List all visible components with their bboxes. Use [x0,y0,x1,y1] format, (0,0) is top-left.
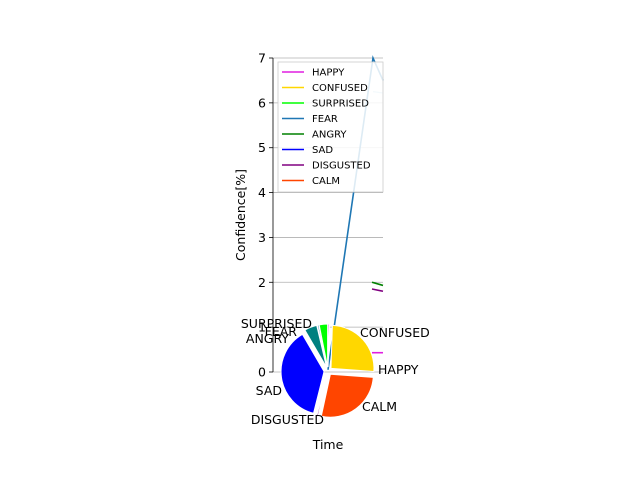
pie-label-disgusted: DISGUSTED [251,412,324,427]
pie-slice-calm [320,373,374,418]
pie-slice-confused [330,324,375,373]
y-tick-label: 5 [258,140,266,155]
pie-slice-sad [280,333,325,414]
y-tick-label: 2 [258,275,266,290]
y-tick-label: 0 [258,365,266,380]
legend-label-confused: CONFUSED [312,83,368,94]
pie-slice-disgusted [315,374,328,418]
legend-label-happy: HAPPY [312,68,345,79]
legend-label-disgusted: DISGUSTED [312,161,371,172]
pie-label-calm: CALM [362,399,397,414]
y-tick-label: 6 [258,95,266,110]
legend-label-sad: SAD [312,145,333,156]
pie-slice-angry [304,324,328,368]
pie-chart: HAPPY CONFUSED CALM DISGUSTED SAD ANGRYFEARSU… [241,316,430,427]
y-tick-label: 3 [258,230,266,245]
legend-label-surprised: SURPRISED [312,99,369,110]
series-line-angry [371,281,384,287]
legend-frame [277,61,384,193]
legend: HAPPY CONFUSED SURPRISED FEAR ANGRY SAD DISGUS… [277,61,384,193]
legend-label-fear: FEAR [312,114,338,125]
pie-label-angry: ANGRY [246,331,289,346]
pie-label-sad: SAD [256,383,282,398]
pie-slice-surprised [318,323,329,368]
y-tick-label: 1 [258,320,266,335]
y-axis: 0 1 2 3 4 5 6 7 [258,51,274,380]
pie-label-surprised: SURPRISED [241,316,312,331]
legend-label-calm: CALM [312,176,340,187]
x-axis-label: Time [312,437,344,452]
y-ticks: 0 1 2 3 4 5 6 7 [258,51,273,380]
y-tick-label: 7 [258,51,266,66]
y-tick-label: 4 [258,185,266,200]
pie-label-fear: FEAR [265,324,298,339]
pie-label-confused: CONFUSED [360,325,430,340]
series-line-disgusted [371,288,384,293]
y-axis-label: Confidence[%] [233,169,248,261]
legend-label-angry: ANGRY [312,130,347,141]
pie-label-happy: HAPPY [378,362,419,377]
